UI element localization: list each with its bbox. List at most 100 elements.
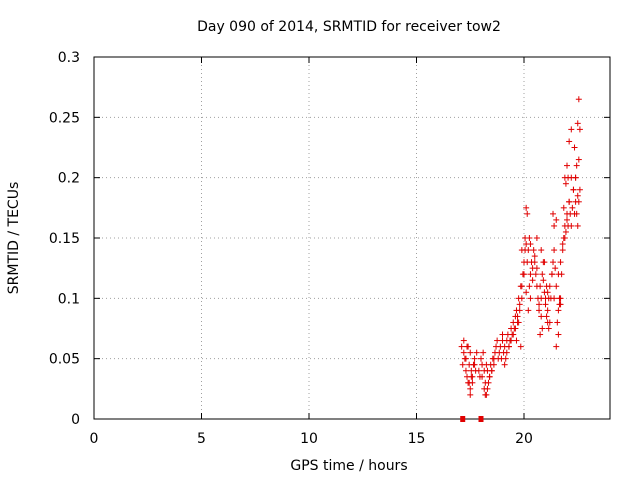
data-point bbox=[512, 325, 519, 332]
data-point bbox=[529, 277, 536, 284]
data-point bbox=[555, 271, 562, 278]
data-point bbox=[508, 337, 515, 344]
data-point bbox=[539, 325, 546, 332]
data-point bbox=[569, 204, 576, 211]
data-point bbox=[537, 331, 544, 338]
data-point bbox=[568, 126, 575, 133]
data-point bbox=[467, 385, 474, 392]
data-point bbox=[518, 295, 525, 302]
data-point bbox=[531, 259, 538, 266]
data-point bbox=[479, 373, 486, 380]
data-point bbox=[536, 307, 543, 314]
y-tick-label: 0.1 bbox=[58, 291, 80, 307]
data-point bbox=[575, 156, 582, 163]
y-tick-label: 0.2 bbox=[58, 171, 80, 187]
data-point bbox=[533, 235, 540, 241]
data-point bbox=[542, 301, 549, 308]
data-point bbox=[527, 295, 534, 302]
axis-ticks: 0 5 10 15 20 0 0.05 0.1 0.15 0.2 0.25 0.3 bbox=[49, 50, 610, 447]
data-point bbox=[572, 174, 579, 181]
data-point bbox=[573, 210, 580, 217]
data-point bbox=[471, 355, 478, 362]
data-point bbox=[559, 247, 566, 254]
data-point bbox=[544, 289, 551, 296]
data-point bbox=[553, 343, 560, 350]
data-point bbox=[538, 313, 545, 320]
data-point bbox=[573, 162, 580, 169]
data-point bbox=[564, 216, 570, 223]
data-point bbox=[523, 289, 530, 296]
data-point bbox=[541, 259, 548, 266]
x-tick-label: 0 bbox=[90, 431, 99, 447]
data-point bbox=[551, 247, 558, 254]
data-point bbox=[466, 379, 473, 386]
x-tick-label: 5 bbox=[197, 431, 206, 447]
data-point bbox=[513, 337, 520, 344]
data-point bbox=[537, 283, 544, 290]
data-series bbox=[458, 96, 583, 422]
data-point bbox=[525, 247, 532, 254]
data-point bbox=[553, 283, 560, 290]
data-point bbox=[478, 416, 484, 422]
data-point bbox=[462, 367, 469, 374]
data-point bbox=[460, 337, 467, 344]
data-point bbox=[462, 355, 469, 362]
data-point bbox=[530, 247, 537, 254]
data-point bbox=[526, 283, 533, 290]
data-point bbox=[576, 186, 583, 193]
data-point bbox=[490, 361, 497, 368]
data-point bbox=[475, 367, 482, 374]
data-point bbox=[478, 355, 484, 362]
data-point bbox=[552, 265, 559, 272]
data-point bbox=[471, 361, 478, 368]
data-point bbox=[562, 228, 569, 235]
x-tick-label: 10 bbox=[300, 431, 318, 447]
data-point bbox=[565, 174, 572, 181]
data-point bbox=[516, 307, 523, 314]
data-point bbox=[554, 319, 561, 326]
data-point bbox=[459, 361, 466, 368]
y-tick-label: 0.3 bbox=[58, 50, 80, 66]
data-point bbox=[531, 253, 538, 260]
data-point bbox=[516, 301, 523, 308]
data-point bbox=[568, 222, 575, 229]
y-tick-label: 0.05 bbox=[49, 352, 80, 368]
data-point bbox=[523, 204, 530, 211]
data-point bbox=[544, 307, 551, 314]
data-point bbox=[518, 247, 525, 254]
zero-marker bbox=[460, 416, 466, 422]
data-point bbox=[564, 162, 570, 169]
data-point bbox=[575, 96, 582, 103]
data-point bbox=[566, 198, 573, 205]
data-point bbox=[574, 120, 581, 127]
data-point bbox=[505, 343, 512, 350]
y-tick-label: 0.15 bbox=[49, 231, 80, 247]
data-point bbox=[518, 283, 525, 290]
data-point bbox=[555, 331, 562, 338]
data-point bbox=[515, 319, 522, 326]
y-axis-label: SRMTID / TECUs bbox=[6, 182, 22, 295]
data-point bbox=[467, 349, 474, 356]
data-point bbox=[464, 343, 471, 350]
data-point bbox=[571, 144, 578, 151]
data-point bbox=[481, 385, 488, 392]
data-point bbox=[557, 301, 564, 308]
data-point bbox=[483, 391, 490, 398]
data-point bbox=[551, 222, 558, 229]
data-point bbox=[555, 307, 562, 314]
data-point bbox=[546, 283, 553, 290]
data-point bbox=[576, 126, 583, 133]
data-point bbox=[485, 379, 492, 386]
data-point bbox=[539, 271, 546, 278]
data-point bbox=[570, 186, 577, 193]
data-point bbox=[524, 210, 531, 217]
zero-marker bbox=[478, 416, 484, 422]
data-point bbox=[473, 349, 480, 356]
data-point bbox=[560, 204, 567, 211]
chart-title: Day 090 of 2014, SRMTID for receiver tow… bbox=[197, 19, 501, 35]
data-point bbox=[526, 235, 533, 241]
data-point bbox=[460, 416, 466, 422]
data-point bbox=[553, 216, 560, 223]
data-point bbox=[557, 259, 564, 266]
